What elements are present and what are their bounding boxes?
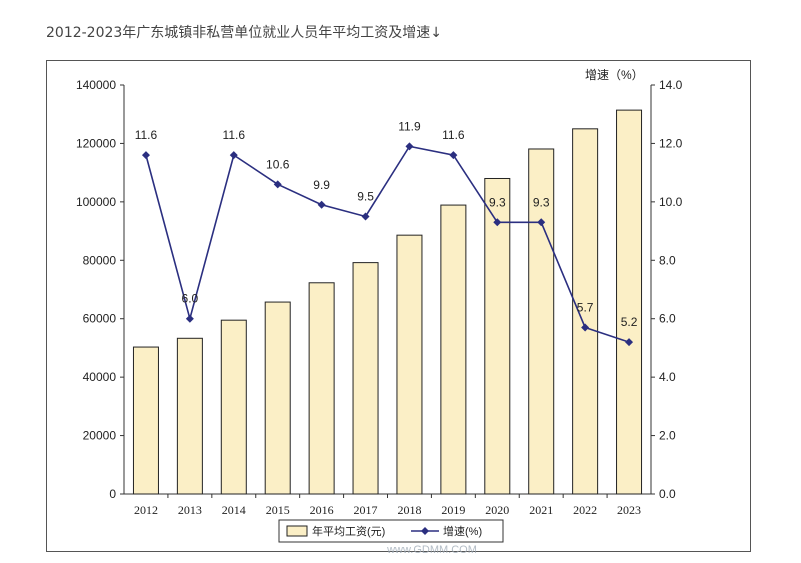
x-tick-label: 2021 [529,503,553,517]
right-tick-label: 14.0 [659,78,683,92]
data-label: 9.5 [357,189,374,203]
line-point [229,151,238,160]
legend-label-bar: 年平均工资(元) [312,524,385,538]
bar [396,234,423,495]
bar [308,282,335,495]
bar [440,204,467,495]
data-label: 5.2 [621,315,638,329]
right-axis-title: 增速（%） [585,68,644,82]
left-tick-label: 140000 [76,78,116,92]
x-tick-label: 2012 [134,503,158,517]
line-point [449,151,458,160]
data-label: 6.0 [182,292,199,306]
right-tick-label: 2.0 [659,429,676,443]
combo-chart: 0 20000 40000 60000 80000 100000 120000 140000 0… [76,68,683,553]
bar [616,109,643,495]
left-tick-label: 120000 [76,136,116,150]
data-label: 11.6 [135,128,158,142]
line-point [317,200,326,209]
left-tick-label: 60000 [83,312,117,326]
left-tick-label: 80000 [83,253,117,267]
data-label: 11.6 [223,128,246,142]
line-point [405,142,414,151]
data-label: 9.3 [489,195,506,209]
right-tick-label: 8.0 [659,253,676,267]
data-labels: 11.6 6.0 11.6 10.6 9.9 9.5 11.9 11.6 9.3 9.3 5.7 5.… [135,119,638,329]
axes: 0 20000 40000 60000 80000 100000 120000 140000 0… [76,78,683,517]
line-point [273,180,282,189]
line-point [185,314,194,323]
x-tick-label: 2023 [617,503,641,517]
right-tick-label: 4.0 [659,370,676,384]
x-tick-label: 2015 [266,503,290,517]
data-label: 11.9 [398,119,421,133]
x-tick-label: 2018 [397,503,421,517]
x-tick-label: 2016 [310,503,334,517]
line-point [625,338,634,347]
left-tick-label: 0 [109,487,116,501]
chart-heading: 2012-2023年广东城镇非私营单位就业人员年平均工资及增速↓ [46,25,443,41]
data-label: 5.7 [577,300,594,314]
bar [220,319,247,495]
legend-label-line: 增速(%) [443,524,482,538]
line-point [361,212,370,221]
left-tick-label: 100000 [76,195,116,209]
right-tick-label: 0.0 [659,487,676,501]
line-point [537,218,546,227]
x-tick-label: 2017 [354,503,378,517]
bar [528,148,555,495]
bar [484,177,511,495]
data-label: 11.6 [442,128,465,142]
legend-box [278,519,504,543]
bar [176,337,203,495]
line-point [141,151,150,160]
right-tick-label: 6.0 [659,312,676,326]
x-tick-label: 2019 [441,503,465,517]
legend-swatch-bar [286,525,308,537]
x-tick-label: 2022 [573,503,597,517]
bar [572,128,599,495]
line-point [493,218,502,227]
growth-line [145,145,630,343]
data-label: 9.3 [533,195,550,209]
line-point [581,323,590,332]
bar [132,346,159,495]
right-tick-label: 12.0 [659,136,683,150]
chart-frame: 0 20000 40000 60000 80000 100000 120000 140000 0… [46,60,751,553]
bar [264,301,291,495]
line-series [141,142,634,347]
bar [352,262,379,495]
data-label: 9.9 [313,178,330,192]
right-tick-label: 10.0 [659,195,683,209]
legend: 年平均工资(元) 增速(%) [278,519,504,543]
x-tick-label: 2013 [178,503,202,517]
x-tick-label: 2014 [222,503,246,517]
legend-swatch-marker [421,527,429,535]
bar-series [132,109,643,495]
x-tick-label: 2020 [485,503,509,517]
watermark: www.GDMM.COM [386,544,477,553]
left-tick-label: 40000 [83,370,117,384]
data-label: 10.6 [266,157,290,171]
left-tick-label: 20000 [83,429,117,443]
